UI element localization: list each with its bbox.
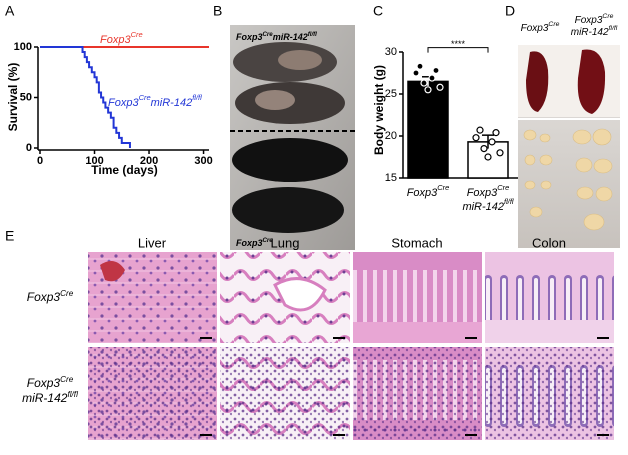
row-label: Foxp3Cre (27, 289, 74, 305)
significance-bracket (427, 47, 489, 53)
photo-label: Foxp3Cre (521, 21, 560, 33)
y-axis-label: Survival (%) (6, 63, 20, 132)
text-part: miR-142 (571, 27, 609, 38)
mice-photo (230, 25, 355, 250)
data-point (436, 83, 444, 91)
panel-label: C (373, 3, 383, 19)
text-part: miR-142 (22, 391, 68, 405)
panel-label: A (5, 3, 15, 19)
x-tick-label: 0 (37, 155, 43, 167)
text-part: Foxp3 (108, 97, 139, 109)
x-tick-label: Foxp3Cre (407, 183, 450, 198)
y-tick-label: 25 (385, 88, 397, 100)
column-header: Lung (271, 235, 300, 250)
text-part: Foxp3 (236, 32, 263, 42)
data-point (496, 149, 504, 157)
x-axis-label: Time (days) (91, 163, 157, 177)
text-part: Foxp3 (467, 187, 498, 199)
column-header: Colon (532, 235, 566, 250)
data-point (432, 66, 440, 75)
text-part: Cre (60, 375, 74, 384)
text-part: Cre (263, 237, 274, 244)
text-part: Cre (602, 13, 613, 20)
column-header: Stomach (391, 235, 442, 250)
text-part: Cre (548, 21, 559, 28)
y-tick-label: 100 (14, 41, 32, 53)
data-point (416, 62, 424, 70)
x-tick-label: Foxp3Cre (467, 183, 510, 198)
y-tick-label: 15 (385, 172, 397, 184)
text-part: fl/fl (308, 31, 317, 38)
photo-label: miR-142fl/fl (571, 25, 618, 37)
text-part: Cre (131, 30, 143, 39)
histology-grid (88, 252, 614, 440)
data-point (420, 79, 428, 87)
text-part: Foxp3 (27, 290, 61, 304)
x-tick-label: 300 (194, 155, 212, 167)
y-axis-label: Body weight (g) (372, 65, 386, 155)
row-label: miR-142fl/fl (22, 390, 78, 406)
text-part: Foxp3 (27, 376, 61, 390)
text-part: miR-142 (151, 97, 193, 109)
x-tick-label: miR-142fl/fl (462, 197, 513, 212)
text-part: Cre (139, 93, 151, 102)
panel-label: E (5, 228, 14, 244)
data-point (476, 126, 484, 134)
text-part: Cre (497, 183, 509, 192)
series-label: Foxp3CremiR-142fl/fl (108, 93, 202, 108)
text-part: fl/fl (67, 390, 78, 399)
text-part: Foxp3 (100, 34, 131, 46)
text-part: Foxp3 (236, 238, 263, 248)
text-part: miR-142 (273, 32, 308, 42)
text-part: Cre (263, 31, 274, 38)
data-point (428, 74, 436, 82)
data-point (424, 86, 432, 94)
y-tick-label: 50 (20, 91, 32, 103)
panel-label: D (505, 3, 515, 19)
text-part: miR-142 (462, 201, 504, 213)
text-part: fl/fl (504, 197, 514, 206)
text-part: Foxp3 (521, 23, 549, 34)
series-label: Foxp3Cre (100, 30, 143, 45)
row-label: Foxp3Cre (27, 375, 74, 391)
data-point (492, 129, 500, 137)
data-point (480, 145, 488, 153)
y-tick-label: 30 (385, 46, 397, 58)
bar (407, 80, 449, 179)
significance-label: **** (451, 39, 466, 49)
photo-label: Foxp3Cre (575, 13, 614, 25)
text-part: fl/fl (192, 93, 202, 102)
data-point (484, 153, 492, 161)
x-tick-label: 200 (140, 155, 158, 167)
text-part: Foxp3 (407, 187, 438, 199)
data-point (472, 134, 480, 142)
panel-label: B (213, 3, 222, 19)
data-point (488, 138, 496, 146)
photo-label: Foxp3CremiR-142fl/fl (236, 31, 317, 42)
data-point (412, 69, 420, 77)
survival-line (40, 46, 131, 148)
text-part: fl/fl (609, 25, 618, 32)
photo-label: Foxp3Cre (236, 237, 273, 248)
text-part: Cre (437, 183, 449, 192)
text-part: Cre (60, 289, 74, 298)
text-part: Foxp3 (575, 15, 603, 26)
y-tick-label: 0 (26, 142, 32, 154)
organ-photo (518, 45, 620, 248)
x-tick-label: 100 (85, 155, 103, 167)
column-header: Liver (138, 235, 167, 250)
y-tick-label: 20 (385, 130, 397, 142)
